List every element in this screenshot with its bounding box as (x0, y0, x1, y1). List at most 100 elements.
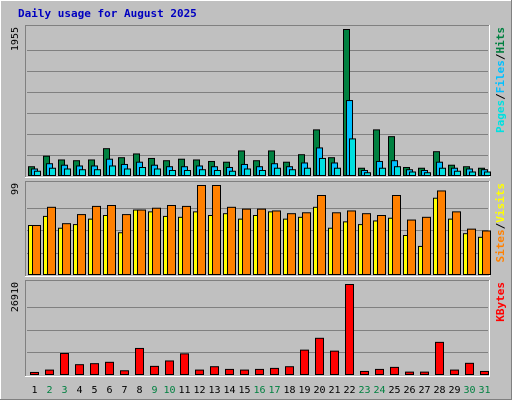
legend-word: KBytes (494, 282, 507, 322)
max-label-0: 1955 (10, 27, 21, 51)
visits-sites-panel (25, 181, 491, 277)
bar-kbytes-day-24 (375, 368, 384, 376)
day-label-16: 16 (253, 385, 265, 396)
bar-sites-day-14 (227, 206, 236, 275)
bar-kbytes-day-29 (450, 369, 459, 376)
max-label-1: 99 (10, 183, 21, 195)
bar-pages-day-10 (169, 169, 176, 176)
day-label-10: 10 (163, 385, 175, 396)
bar-kbytes-day-27 (420, 371, 429, 375)
bar-sites-day-5 (92, 205, 101, 275)
bar-kbytes-day-18 (285, 366, 294, 376)
bar-pages-day-22 (349, 138, 356, 177)
bar-pages-day-20 (319, 157, 326, 176)
legend-word: / (494, 93, 507, 100)
bar-kbytes-day-8 (135, 347, 144, 376)
day-label-9: 9 (151, 385, 157, 396)
bar-kbytes-day-30 (465, 362, 474, 375)
legend-word: Sites (494, 229, 507, 262)
bar-kbytes-day-20 (315, 337, 324, 376)
bar-pages-day-27 (424, 172, 431, 176)
chart-title: Daily usage for August 2025 (18, 7, 197, 20)
bar-sites-day-31 (482, 230, 491, 275)
bar-sites-day-27 (422, 216, 431, 275)
bar-pages-day-17 (274, 167, 281, 176)
bar-sites-day-29 (452, 211, 461, 275)
bar-sites-day-10 (167, 205, 176, 275)
day-label-25: 25 (388, 385, 400, 396)
day-label-3: 3 (61, 385, 67, 396)
bar-pages-day-19 (304, 167, 311, 176)
bar-kbytes-day-7 (120, 370, 129, 375)
bar-sites-day-6 (107, 205, 116, 275)
day-label-24: 24 (373, 385, 385, 396)
bar-sites-day-11 (182, 205, 191, 275)
bar-kbytes-day-26 (405, 371, 414, 375)
day-label-31: 31 (478, 385, 490, 396)
bar-sites-day-21 (332, 212, 341, 275)
bar-pages-day-12 (199, 169, 206, 177)
bar-kbytes-day-4 (75, 364, 84, 375)
bar-sites-day-2 (47, 206, 56, 275)
day-label-6: 6 (106, 385, 112, 396)
bar-sites-day-12 (197, 185, 206, 275)
day-label-20: 20 (313, 385, 325, 396)
bar-kbytes-day-1 (30, 371, 39, 375)
bar-kbytes-day-28 (435, 341, 444, 375)
day-label-5: 5 (91, 385, 97, 396)
legend-2: KBytes (494, 282, 507, 322)
bar-sites-day-23 (362, 213, 371, 276)
bar-sites-day-28 (437, 190, 446, 275)
bar-pages-day-31 (484, 171, 491, 177)
bar-pages-day-14 (229, 170, 236, 176)
day-label-26: 26 (403, 385, 415, 396)
bar-pages-day-6 (109, 165, 116, 176)
bar-sites-day-9 (152, 207, 161, 276)
max-label-2: 26910 (10, 282, 21, 312)
bar-kbytes-day-2 (45, 369, 54, 376)
day-label-23: 23 (358, 385, 370, 396)
bar-sites-day-17 (272, 210, 281, 275)
legend-word: / (494, 53, 507, 60)
legend-word: Files (494, 60, 507, 93)
bar-kbytes-day-23 (360, 370, 369, 375)
bar-sites-day-22 (347, 210, 356, 275)
bar-pages-day-4 (79, 169, 86, 177)
legend-word: Pages (494, 100, 507, 133)
bar-kbytes-day-5 (90, 363, 99, 375)
day-label-19: 19 (298, 385, 310, 396)
panel-background (25, 280, 490, 377)
kbytes-panel (25, 280, 490, 377)
bar-pages-day-15 (244, 168, 251, 177)
hits-files-pages-panel (25, 25, 491, 178)
bar-pages-day-9 (154, 168, 161, 177)
bar-pages-day-26 (409, 171, 416, 177)
bar-kbytes-day-3 (60, 353, 69, 375)
max-value-labels: 1955 99 26910 (10, 27, 21, 312)
legend-word: Visits (494, 183, 507, 223)
bar-kbytes-day-25 (390, 366, 399, 376)
day-label-22: 22 (343, 385, 355, 396)
legend-word: / (494, 222, 507, 229)
legend-1: Sites/Visits (494, 183, 507, 263)
legend-0: Pages/Files/Hits (494, 27, 507, 133)
day-label-7: 7 (121, 385, 127, 396)
day-label-4: 4 (76, 385, 82, 396)
bar-kbytes-day-12 (195, 369, 204, 376)
bar-sites-day-30 (467, 228, 476, 276)
bar-sites-day-16 (257, 208, 266, 276)
day-label-13: 13 (208, 385, 220, 396)
day-label-8: 8 (136, 385, 142, 396)
bar-kbytes-day-21 (330, 350, 339, 375)
bar-kbytes-day-13 (210, 366, 219, 376)
bar-sites-day-25 (392, 195, 401, 275)
day-label-21: 21 (328, 385, 340, 396)
bar-pages-day-16 (259, 169, 266, 176)
day-label-14: 14 (223, 385, 235, 396)
bar-pages-day-7 (124, 168, 131, 177)
bar-pages-day-13 (214, 169, 221, 176)
bar-pages-day-25 (394, 166, 401, 177)
bar-pages-day-3 (64, 168, 71, 177)
day-label-1: 1 (31, 385, 37, 396)
